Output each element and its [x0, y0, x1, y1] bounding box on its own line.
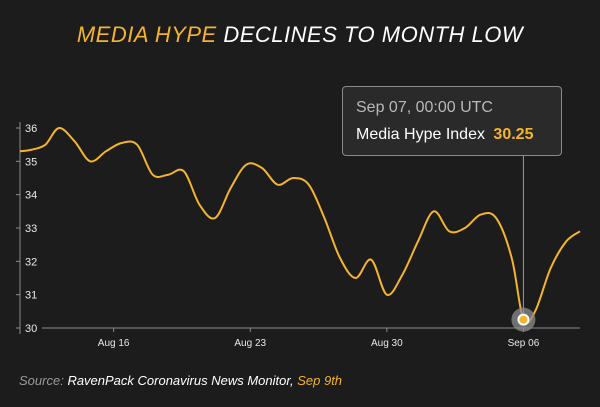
tooltip-row: Media Hype Index 30.25: [356, 126, 533, 144]
y-tick-label: 36: [25, 123, 37, 135]
series-line-media-hype-index: [19, 127, 581, 325]
y-tick-label: 32: [25, 256, 37, 268]
chart-title-rest: DECLINES TO MONTH LOW: [223, 22, 524, 47]
y-tick-label: 31: [25, 290, 37, 302]
chart-title: MEDIA HYPE DECLINES TO MONTH LOW: [0, 22, 600, 48]
y-axis: 30 31 32 33 34 35 36: [16, 122, 37, 335]
chart-title-highlight: MEDIA HYPE: [76, 22, 217, 47]
y-tick-label: 33: [25, 223, 37, 235]
x-tick-label: Aug 30: [371, 338, 403, 349]
source-text: RavenPack Coronavirus News Monitor,: [67, 373, 294, 388]
source-label: Source:: [19, 373, 64, 388]
x-axis: Aug 16 Aug 23 Aug 30 Sep 06: [42, 327, 580, 349]
y-tick-label: 30: [25, 323, 37, 335]
tooltip: Sep 07, 00:00 UTC Media Hype Index 30.25: [342, 86, 562, 156]
x-tick-label: Aug 23: [234, 338, 266, 349]
tooltip-series-label: Media Hype Index: [356, 126, 485, 143]
source-note: Source: RavenPack Coronavirus News Monit…: [19, 373, 342, 388]
x-tick-label: Aug 16: [98, 338, 130, 349]
tooltip-date: Sep 07, 00:00 UTC: [356, 99, 493, 116]
x-tick-label: Sep 06: [508, 338, 540, 349]
y-tick-label: 34: [25, 190, 37, 202]
y-tick-label: 35: [25, 156, 37, 168]
highlight-point[interactable]: [517, 313, 530, 326]
source-date: Sep 9th: [297, 373, 343, 388]
tooltip-value: 30.25: [493, 126, 534, 143]
